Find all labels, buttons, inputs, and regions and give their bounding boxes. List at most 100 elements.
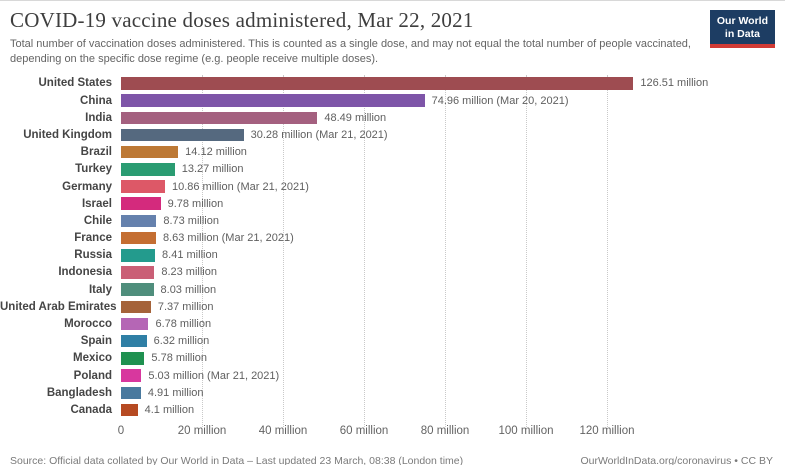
bar[interactable]	[121, 163, 175, 176]
bar-row: Russia 8.41 million	[0, 247, 785, 264]
bar-value-label: 4.1 million	[144, 403, 195, 416]
bar-plot-cell: 5.03 million (Mar 21, 2021)	[121, 367, 785, 384]
bar[interactable]	[121, 197, 161, 210]
bar[interactable]	[121, 214, 157, 228]
footer-right: OurWorldInData.org/coronavirus • CC BY	[580, 455, 773, 465]
chart-footer: Source: Official data collated by Our Wo…	[0, 443, 785, 465]
country-label: France	[74, 232, 112, 245]
bar[interactable]	[121, 249, 156, 262]
bar-value-label: 8.23 million	[161, 266, 217, 279]
bar-row: Morocco 6.78 million	[0, 315, 785, 332]
x-axis-tick-label: 0	[117, 424, 125, 437]
bar-row: Israel 9.78 million	[0, 195, 785, 212]
country-label: India	[85, 111, 112, 124]
owid-logo[interactable]: Our World in Data	[709, 10, 775, 49]
bar[interactable]	[121, 386, 141, 399]
bar-row: India 48.49 million	[0, 109, 785, 126]
bar[interactable]	[121, 352, 145, 365]
country-label: Israel	[81, 197, 112, 210]
bar[interactable]	[121, 145, 179, 159]
footer-link[interactable]: OurWorldInData.org/coronavirus	[580, 454, 732, 465]
bar-row: Bangladesh 4.91 million	[0, 384, 785, 401]
chart-subtitle: Total number of vaccination doses admini…	[10, 38, 691, 66]
bar-plot-cell: 74.96 million (Mar 20, 2021)	[121, 92, 785, 109]
bar-value-label: 48.49 million	[324, 111, 387, 124]
bar-value-label: 6.78 million	[155, 318, 212, 330]
bar-value-label: 126.51 million	[640, 77, 709, 90]
bar-row: Spain 6.32 million	[0, 333, 785, 350]
bar-value-label: 14.12 million	[185, 146, 247, 159]
bar-row: Turkey 13.27 million	[0, 161, 785, 178]
country-label: Chile	[83, 214, 112, 227]
bar-row: Chile 8.73 million	[0, 212, 785, 229]
bar-value-label: 8.63 million (Mar 21, 2021)	[162, 232, 294, 245]
x-axis-tick-label: 60 million	[339, 424, 389, 437]
bar-value-label: 5.03 million (Mar 21, 2021)	[148, 369, 280, 382]
bar-row: Canada 4.1 million	[0, 401, 785, 418]
country-label: Russia	[74, 249, 112, 262]
bar-row: Brazil 14.12 million	[0, 144, 785, 161]
country-label: Mexico	[73, 352, 112, 365]
bar-plot-cell: 8.23 million	[121, 264, 785, 281]
bar-row: Germany 10.86 million (Mar 21, 2021)	[0, 178, 785, 195]
bar-plot-cell: 4.1 million	[121, 401, 785, 418]
bar-plot-cell: 6.32 million	[121, 333, 785, 350]
country-label: Morocco	[64, 318, 112, 330]
gridline-60m	[364, 74, 365, 427]
gridline-40m	[283, 74, 284, 427]
bar-value-label: 13.27 million	[181, 163, 244, 176]
bar-plot-cell: 126.51 million	[121, 75, 785, 92]
bar-value-label: 9.78 million	[167, 197, 224, 210]
bar-rows: United States 126.51 million China 74.96 mi…	[0, 75, 785, 419]
bar[interactable]	[121, 266, 155, 279]
bar-plot-cell: 8.73 million	[121, 212, 785, 229]
country-label: Turkey	[75, 163, 112, 176]
bar-row: Mexico 5.78 million	[0, 350, 785, 367]
bar[interactable]	[121, 94, 425, 107]
bar-value-label: 5.78 million	[151, 352, 208, 365]
bar-plot-cell: 8.03 million	[121, 281, 785, 298]
bar-plot-cell: 5.78 million	[121, 350, 785, 367]
gridline-120m	[607, 74, 608, 427]
owid-logo-line1: Our World	[716, 15, 768, 27]
country-label: United Arab Emirates	[0, 300, 117, 313]
country-label: Bangladesh	[46, 386, 112, 399]
bar-plot-cell: 13.27 million	[121, 161, 785, 178]
bar-value-label: 8.73 million	[163, 214, 219, 227]
footer-license: • CC BY	[731, 454, 773, 465]
chart-title: COVID-19 vaccine doses administered, Mar…	[10, 8, 474, 32]
bar[interactable]	[121, 128, 244, 142]
bar-plot-cell: 14.12 million	[121, 144, 785, 161]
country-label: Poland	[73, 369, 112, 382]
chart-header: COVID-19 vaccine doses administered, Mar…	[0, 1, 785, 68]
bar[interactable]	[121, 369, 142, 382]
bar[interactable]	[121, 111, 318, 124]
country-label: Indonesia	[58, 266, 112, 279]
gridline-20m	[202, 74, 203, 427]
owid-logo-line2: in Data	[724, 28, 760, 41]
x-axis: 0 20 million 40 million 60 million 80 millio…	[117, 423, 769, 443]
bar[interactable]	[121, 403, 138, 417]
bar-row: France 8.63 million (Mar 21, 2021)	[0, 229, 785, 246]
bar-plot-cell: 10.86 million (Mar 21, 2021)	[121, 178, 785, 195]
bar[interactable]	[121, 180, 165, 193]
x-axis-tick-label: 40 million	[258, 424, 308, 437]
bar-row: United Kingdom 30.28 million (Mar 21, 202…	[0, 126, 785, 143]
gridline-80m	[445, 74, 446, 427]
bar-row: China 74.96 million (Mar 20, 2021)	[0, 92, 785, 109]
bar[interactable]	[121, 334, 147, 348]
bar-plot-cell: 6.78 million	[121, 315, 785, 332]
x-axis-tick-label: 80 million	[420, 424, 470, 437]
bar-plot-cell: 4.91 million	[121, 384, 785, 401]
bar[interactable]	[121, 77, 634, 90]
bar[interactable]	[121, 231, 156, 245]
bar-value-label: 7.37 million	[157, 300, 214, 313]
bar-value-label: 6.32 million	[153, 335, 210, 348]
bar[interactable]	[121, 300, 151, 314]
bar-row: Poland 5.03 million (Mar 21, 2021)	[0, 367, 785, 384]
bar[interactable]	[121, 283, 154, 296]
country-label: Italy	[88, 283, 112, 296]
bar-row: Indonesia 8.23 million	[0, 264, 785, 281]
bar[interactable]	[121, 317, 149, 331]
